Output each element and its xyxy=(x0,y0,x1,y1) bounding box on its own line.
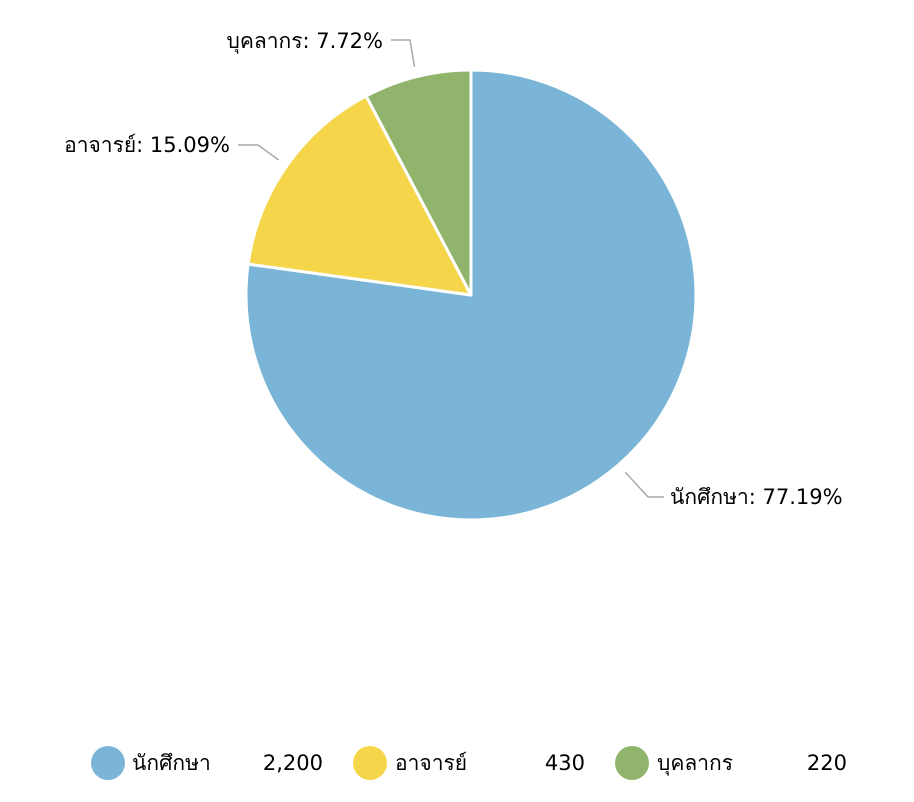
legend-item-3[interactable]: บุคลากร 220 xyxy=(615,746,847,780)
legend-label-2: อาจารย์ xyxy=(395,751,467,775)
legend-value-1: 2,200 xyxy=(263,751,323,775)
slice-3-percent-label: บุคลากร: 7.72% xyxy=(227,29,384,54)
pie-slice-3[interactable] xyxy=(364,68,473,297)
legend-swatch-2 xyxy=(353,746,387,780)
pie-slices xyxy=(244,68,698,522)
label-leader-lines xyxy=(238,39,664,498)
slice-1-percent-label: นักศึกษา: 77.19% xyxy=(670,485,843,509)
legend-item-2[interactable]: อาจารย์ 430 xyxy=(353,746,585,780)
pie-slice-2[interactable] xyxy=(246,94,473,297)
slice-2-leader-line xyxy=(238,144,280,161)
slice-1-leader-line xyxy=(624,471,664,498)
legend-item-1[interactable]: นักศึกษา 2,200 xyxy=(91,746,323,780)
legend-label-1: นักศึกษา xyxy=(132,751,211,775)
legend-value-2: 430 xyxy=(545,751,585,775)
legend-swatch-3 xyxy=(615,746,649,780)
legend-value-3: 220 xyxy=(807,751,847,775)
legend-label-3: บุคลากร xyxy=(657,751,733,776)
legend: นักศึกษา 2,200 อาจารย์ 430 บุคลากร 220 xyxy=(91,746,847,780)
slice-2-percent-label: อาจารย์: 15.09% xyxy=(64,133,230,157)
legend-swatch-1 xyxy=(91,746,125,780)
slice-3-leader-line xyxy=(391,39,416,68)
slice-labels: นักศึกษา: 77.19% อาจารย์: 15.09% บุคลากร: … xyxy=(64,29,843,509)
